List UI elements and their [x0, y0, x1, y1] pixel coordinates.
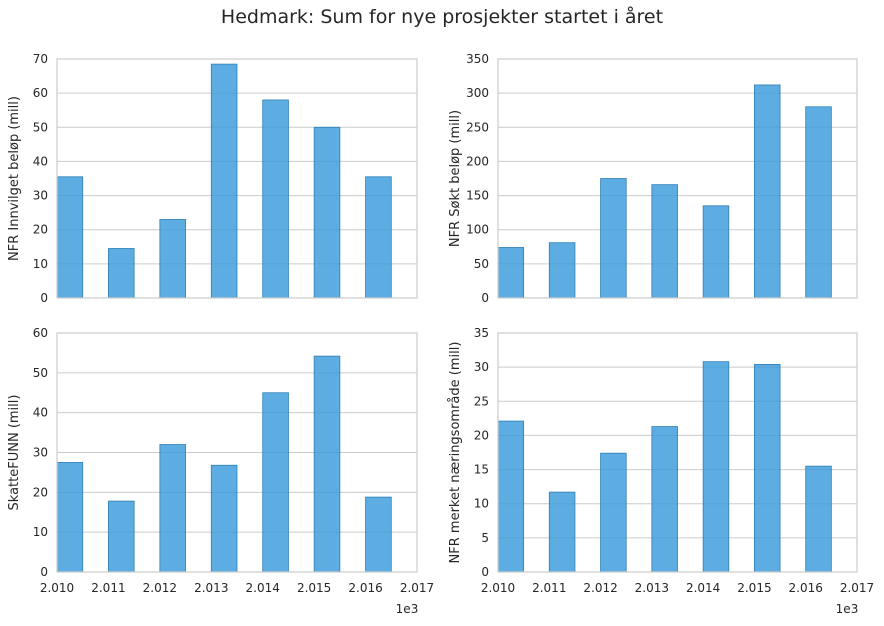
bar-2015	[313, 126, 341, 299]
y-tick-label: 30	[33, 189, 48, 203]
y-tick-label: 350	[466, 52, 489, 66]
subplot-1: 0 10 20 30 40 50 60 70 NFR Innvilget beløp (mill…	[7, 52, 418, 305]
bar-2011	[548, 242, 576, 299]
bar-2010	[56, 176, 84, 299]
y-tick-label: 300	[466, 86, 489, 100]
y-tick-label: 40	[33, 154, 48, 168]
y-tick-label: 10	[474, 497, 489, 511]
x-tick-label: 2.011	[91, 581, 125, 595]
bar-2011	[108, 248, 135, 299]
bar-2014	[702, 205, 730, 299]
x-tick-label: 2.016	[348, 581, 382, 595]
y-tick-label: 20	[33, 223, 48, 237]
bar-2011	[548, 491, 576, 573]
x-tick-label: 2.012	[143, 581, 177, 595]
bar-2013	[651, 184, 678, 299]
axes-frame	[56, 332, 418, 573]
bar-2015	[754, 364, 781, 573]
y-axis-label: NFR Innvilget beløp (mill)	[7, 96, 22, 261]
y-tick-label: 70	[33, 52, 48, 66]
x-tick-label: 2.017	[400, 581, 434, 595]
x-tick-label: 2.012	[583, 581, 617, 595]
y-tick-label: 50	[33, 366, 48, 380]
y-tick-label: 40	[33, 406, 48, 420]
x-tick-label: 2.014	[246, 581, 280, 595]
y-tick-label: 60	[33, 86, 48, 100]
subplot-2: 0 50 100 150 200 250 300 350 NFR Søkt beløp (mil…	[448, 52, 858, 305]
bar-2015	[754, 84, 781, 299]
y-tick-label: 0	[40, 565, 48, 579]
y-tick-label: 30	[474, 360, 489, 374]
y-tick-label: 50	[33, 120, 48, 134]
x-tick-label: 2.017	[840, 581, 874, 595]
y-tick-label: 0	[40, 291, 48, 305]
y-tick-label: 10	[33, 525, 48, 539]
bar-2013	[210, 464, 238, 573]
y-tick-label: 25	[474, 394, 489, 408]
axes-frame	[497, 332, 858, 573]
y-tick-label: 20	[33, 485, 48, 499]
x-tick-label: 2.014	[686, 581, 720, 595]
bar-2010	[497, 420, 525, 573]
axes-frame	[56, 58, 418, 299]
axes-frame	[497, 58, 858, 299]
x-tick-label: 2.010	[40, 581, 74, 595]
y-tick-label: 60	[33, 326, 48, 340]
y-tick-label: 50	[474, 257, 489, 271]
bar-2010	[56, 462, 84, 573]
y-axis-label: SkatteFUNN (mill)	[7, 395, 22, 511]
y-tick-label: 200	[466, 154, 489, 168]
y-tick-label: 100	[466, 223, 489, 237]
bar-2011	[108, 500, 135, 573]
figure-title: Hedmark: Sum for nye prosjekter startet …	[220, 6, 664, 28]
bar-2015	[313, 355, 341, 573]
subplot-3: 0 10 20 30 40 50 60 SkatteFUNN (mill) 2.010 2.011…	[7, 326, 434, 616]
y-tick-label: 30	[33, 446, 48, 460]
y-tick-label: 0	[481, 291, 489, 305]
x-tick-label: 2.015	[737, 581, 771, 595]
bar-2016	[805, 465, 832, 573]
y-axis-label: NFR Søkt beløp (mill)	[448, 110, 463, 247]
x-offset-label: 1e3	[836, 602, 859, 616]
x-tick-label: 2.013	[635, 581, 669, 595]
bar-2014	[702, 361, 730, 573]
bar-2016	[365, 176, 392, 299]
x-tick-label: 2.011	[532, 581, 566, 595]
bar-2010	[497, 247, 525, 299]
bar-2013	[651, 426, 678, 573]
bar-2016	[805, 106, 832, 299]
x-offset-label: 1e3	[396, 602, 419, 616]
y-tick-label: 10	[33, 257, 48, 271]
y-tick-label: 250	[466, 120, 489, 134]
bar-2012	[159, 444, 186, 573]
bar-2012	[600, 178, 627, 299]
y-tick-label: 150	[466, 189, 489, 203]
y-axis-label: NFR merket næringsområde (mill)	[448, 342, 463, 564]
x-tick-label: 2.013	[194, 581, 228, 595]
subplot-4: 0 5 10 15 20 25 30 35 NFR merket næringsområde (…	[448, 326, 874, 616]
x-tick-label: 2.016	[789, 581, 823, 595]
y-tick-label: 35	[474, 326, 489, 340]
x-tick-label: 2.010	[481, 581, 515, 595]
y-tick-label: 20	[474, 428, 489, 442]
y-tick-label: 5	[481, 531, 489, 545]
bar-2014	[262, 99, 289, 299]
y-tick-label: 0	[481, 565, 489, 579]
bar-2013	[210, 63, 238, 299]
bar-2012	[600, 452, 627, 573]
bar-2014	[262, 392, 289, 573]
bar-2012	[159, 219, 186, 299]
x-tick-label: 2.015	[297, 581, 331, 595]
y-tick-label: 15	[474, 463, 489, 477]
bar-2016	[365, 496, 392, 573]
